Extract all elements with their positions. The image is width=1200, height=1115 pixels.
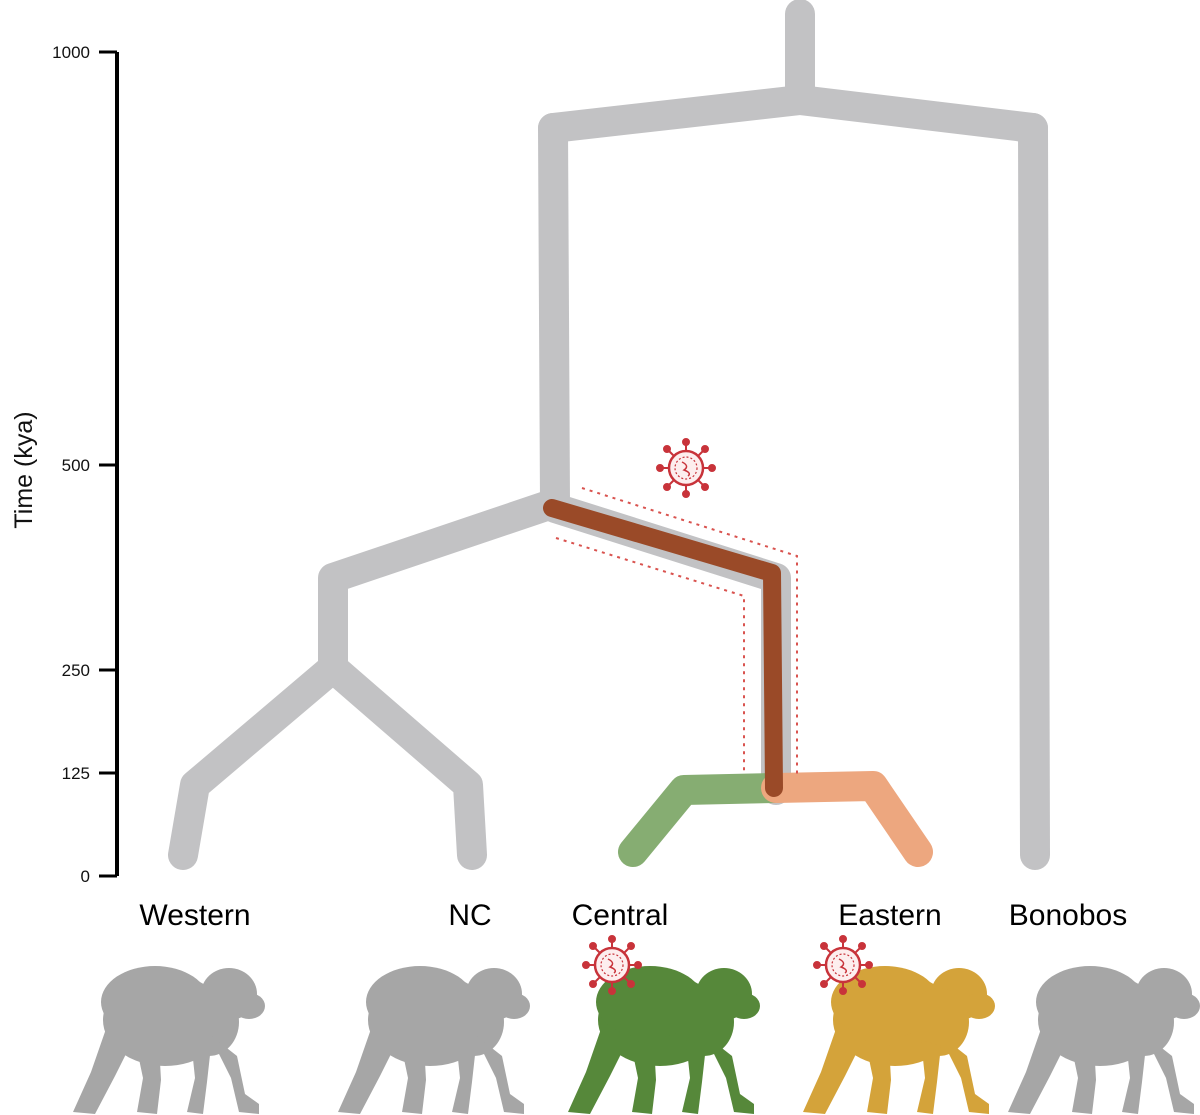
chimpanzee-silhouette-icon — [338, 966, 530, 1114]
virus-icon — [812, 934, 874, 996]
virus-icon — [655, 437, 717, 499]
label-bonobos: Bonobos — [1009, 899, 1127, 932]
eastern-branch — [761, 771, 933, 867]
dotted-outline-lower — [555, 537, 745, 773]
chimpanzee-silhouette-icon — [568, 966, 760, 1114]
label-nc: NC — [448, 899, 491, 932]
tick-label-500: 500 — [62, 456, 90, 475]
bonobo-branch — [1018, 113, 1050, 870]
nc-branch — [318, 653, 487, 870]
highlighted-branch — [543, 499, 783, 797]
chimpanzee-silhouette-icon — [1008, 966, 1200, 1114]
population-labels: Western NC Central Eastern Bonobos — [139, 899, 1127, 932]
chimp-stem-branch — [538, 113, 570, 518]
dotted-outline-upper — [581, 487, 798, 778]
chimpanzee-silhouette-icon — [73, 966, 265, 1114]
label-eastern: Eastern — [838, 899, 941, 932]
label-western: Western — [139, 899, 250, 932]
central-branch — [618, 773, 791, 867]
tick-label-125: 125 — [62, 764, 90, 783]
axis-title: Time (kya) — [10, 411, 38, 528]
time-axis: 1000 500 250 125 0 Time (kya) — [10, 43, 119, 886]
tick-label-1000: 1000 — [52, 43, 90, 62]
virus-icon — [581, 934, 643, 996]
label-central: Central — [572, 899, 669, 932]
chimpanzee-silhouette-icon — [803, 966, 995, 1114]
selection-highlight — [543, 437, 798, 797]
western-nc-ancestor-branch — [318, 488, 570, 683]
tick-label-0: 0 — [81, 867, 90, 886]
tick-label-250: 250 — [62, 661, 90, 680]
phylogenetic-tree — [168, 0, 1050, 870]
root-split-branch — [538, 85, 1048, 143]
silhouettes — [73, 934, 1200, 1114]
western-branch — [168, 653, 348, 870]
